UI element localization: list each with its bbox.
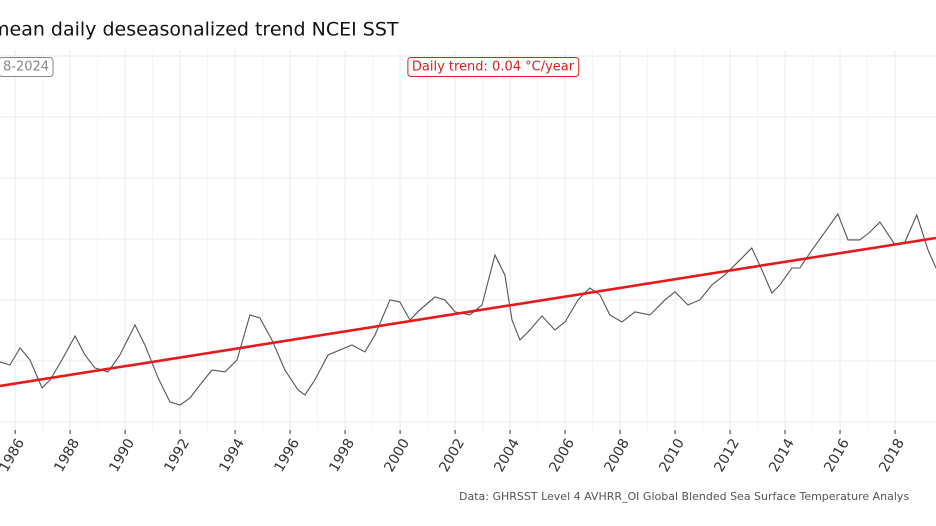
caption: Data: GHRSST Level 4 AVHRR_OI Global Ble… xyxy=(459,490,909,503)
x-tick-label: 1990 xyxy=(106,436,138,475)
x-tick-label: 2002 xyxy=(436,436,468,475)
x-tick-label: 2008 xyxy=(601,436,633,475)
annotation-box xyxy=(0,57,54,77)
x-tick-label: 2010 xyxy=(656,436,688,475)
x-tick-label: 2018 xyxy=(876,436,908,475)
x-tick-label: 2016 xyxy=(821,436,853,475)
chart-title: mean daily deseasonalized trend NCEI SST xyxy=(0,19,399,41)
annotation-box xyxy=(407,57,580,77)
x-tick-label: 2014 xyxy=(766,436,798,475)
annotation: 8-2024 xyxy=(3,60,49,75)
series-line xyxy=(0,212,936,406)
x-tick-label: 2006 xyxy=(546,436,578,475)
grid xyxy=(0,50,936,430)
x-tick-label: 2012 xyxy=(711,436,743,475)
x-tick-label: 1992 xyxy=(161,436,193,475)
x-tick-label: 1996 xyxy=(271,436,303,475)
x-tick-label: 2000 xyxy=(381,436,413,475)
x-tick-label: 1994 xyxy=(216,436,248,475)
x-tick-label: 1998 xyxy=(326,436,358,475)
x-tick-label: 1986 xyxy=(0,436,28,475)
trend-line xyxy=(0,236,936,388)
x-tick-label: 2004 xyxy=(491,436,523,475)
annotation: Daily trend: 0.04 °C/year xyxy=(412,60,575,75)
x-tick-label: 1988 xyxy=(51,436,83,475)
